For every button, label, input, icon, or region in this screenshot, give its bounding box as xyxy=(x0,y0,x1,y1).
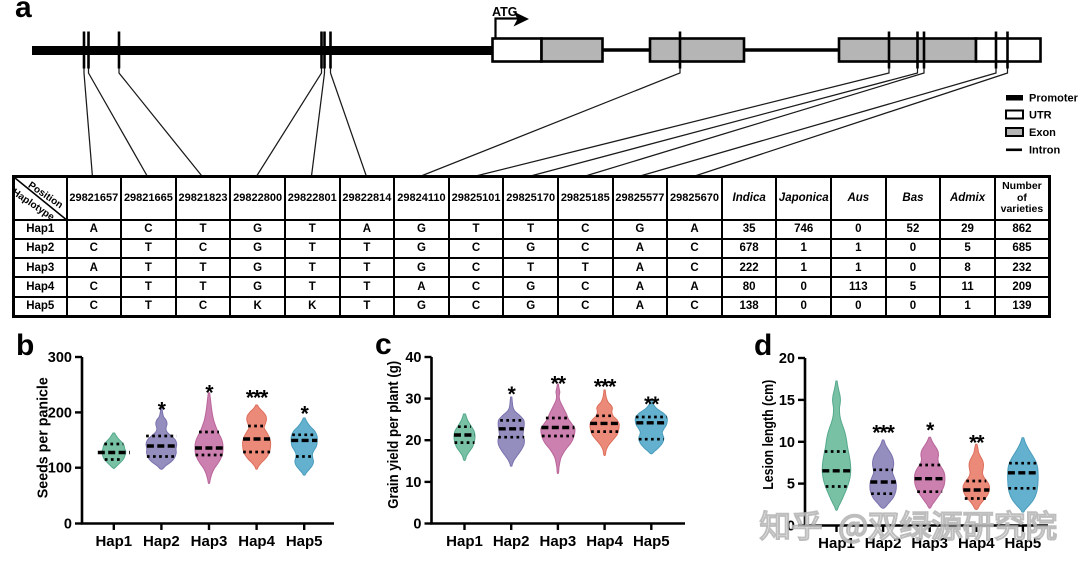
svg-text:Promoter: Promoter xyxy=(1029,93,1079,105)
svg-text:Hap2: Hap2 xyxy=(143,533,180,550)
svg-text:***: *** xyxy=(246,387,269,410)
svg-text:Hap3: Hap3 xyxy=(540,533,577,550)
svg-text:*: * xyxy=(926,419,935,442)
svg-text:***: *** xyxy=(594,376,617,399)
svg-text:Hap4: Hap4 xyxy=(586,533,623,550)
svg-text:Hap2: Hap2 xyxy=(493,533,530,550)
svg-text:*: * xyxy=(508,383,517,406)
svg-text:Lesion length (cm): Lesion length (cm) xyxy=(760,380,777,490)
svg-text:Seeds per panicle: Seeds per panicle xyxy=(35,377,52,498)
svg-text:15: 15 xyxy=(779,393,795,409)
svg-text:**: ** xyxy=(644,393,660,416)
svg-text:*: * xyxy=(158,399,167,422)
svg-text:Hap3: Hap3 xyxy=(191,533,228,550)
svg-text:Intron: Intron xyxy=(1029,145,1060,157)
svg-text:Hap5: Hap5 xyxy=(1005,535,1042,552)
svg-text:Hap1: Hap1 xyxy=(95,533,132,550)
svg-text:20: 20 xyxy=(779,351,795,367)
svg-text:300: 300 xyxy=(48,350,72,366)
svg-text:30: 30 xyxy=(405,392,421,408)
svg-text:**: ** xyxy=(969,432,985,455)
svg-text:20: 20 xyxy=(405,433,421,449)
svg-text:0: 0 xyxy=(787,519,795,535)
svg-text:***: *** xyxy=(872,422,895,445)
svg-text:0: 0 xyxy=(413,517,421,533)
svg-text:Hap1: Hap1 xyxy=(446,533,483,550)
svg-text:*: * xyxy=(301,403,310,426)
svg-text:Hap4: Hap4 xyxy=(238,533,275,550)
svg-text:100: 100 xyxy=(48,461,72,477)
svg-text:**: ** xyxy=(551,373,567,396)
svg-text:10: 10 xyxy=(779,435,795,451)
svg-text:*: * xyxy=(205,382,214,405)
svg-text:0: 0 xyxy=(64,517,72,533)
svg-text:5: 5 xyxy=(787,477,795,493)
svg-text:Exon: Exon xyxy=(1029,127,1056,139)
svg-text:Hap5: Hap5 xyxy=(286,533,323,550)
svg-text:UTR: UTR xyxy=(1029,110,1052,122)
svg-text:10: 10 xyxy=(405,475,421,491)
svg-text:Hap2: Hap2 xyxy=(865,535,902,552)
svg-text:ATG: ATG xyxy=(492,5,517,19)
svg-text:Hap5: Hap5 xyxy=(633,533,670,550)
svg-text:Grain yield per plant (g): Grain yield per plant (g) xyxy=(385,361,402,509)
svg-text:200: 200 xyxy=(48,405,72,421)
svg-text:40: 40 xyxy=(405,350,421,366)
